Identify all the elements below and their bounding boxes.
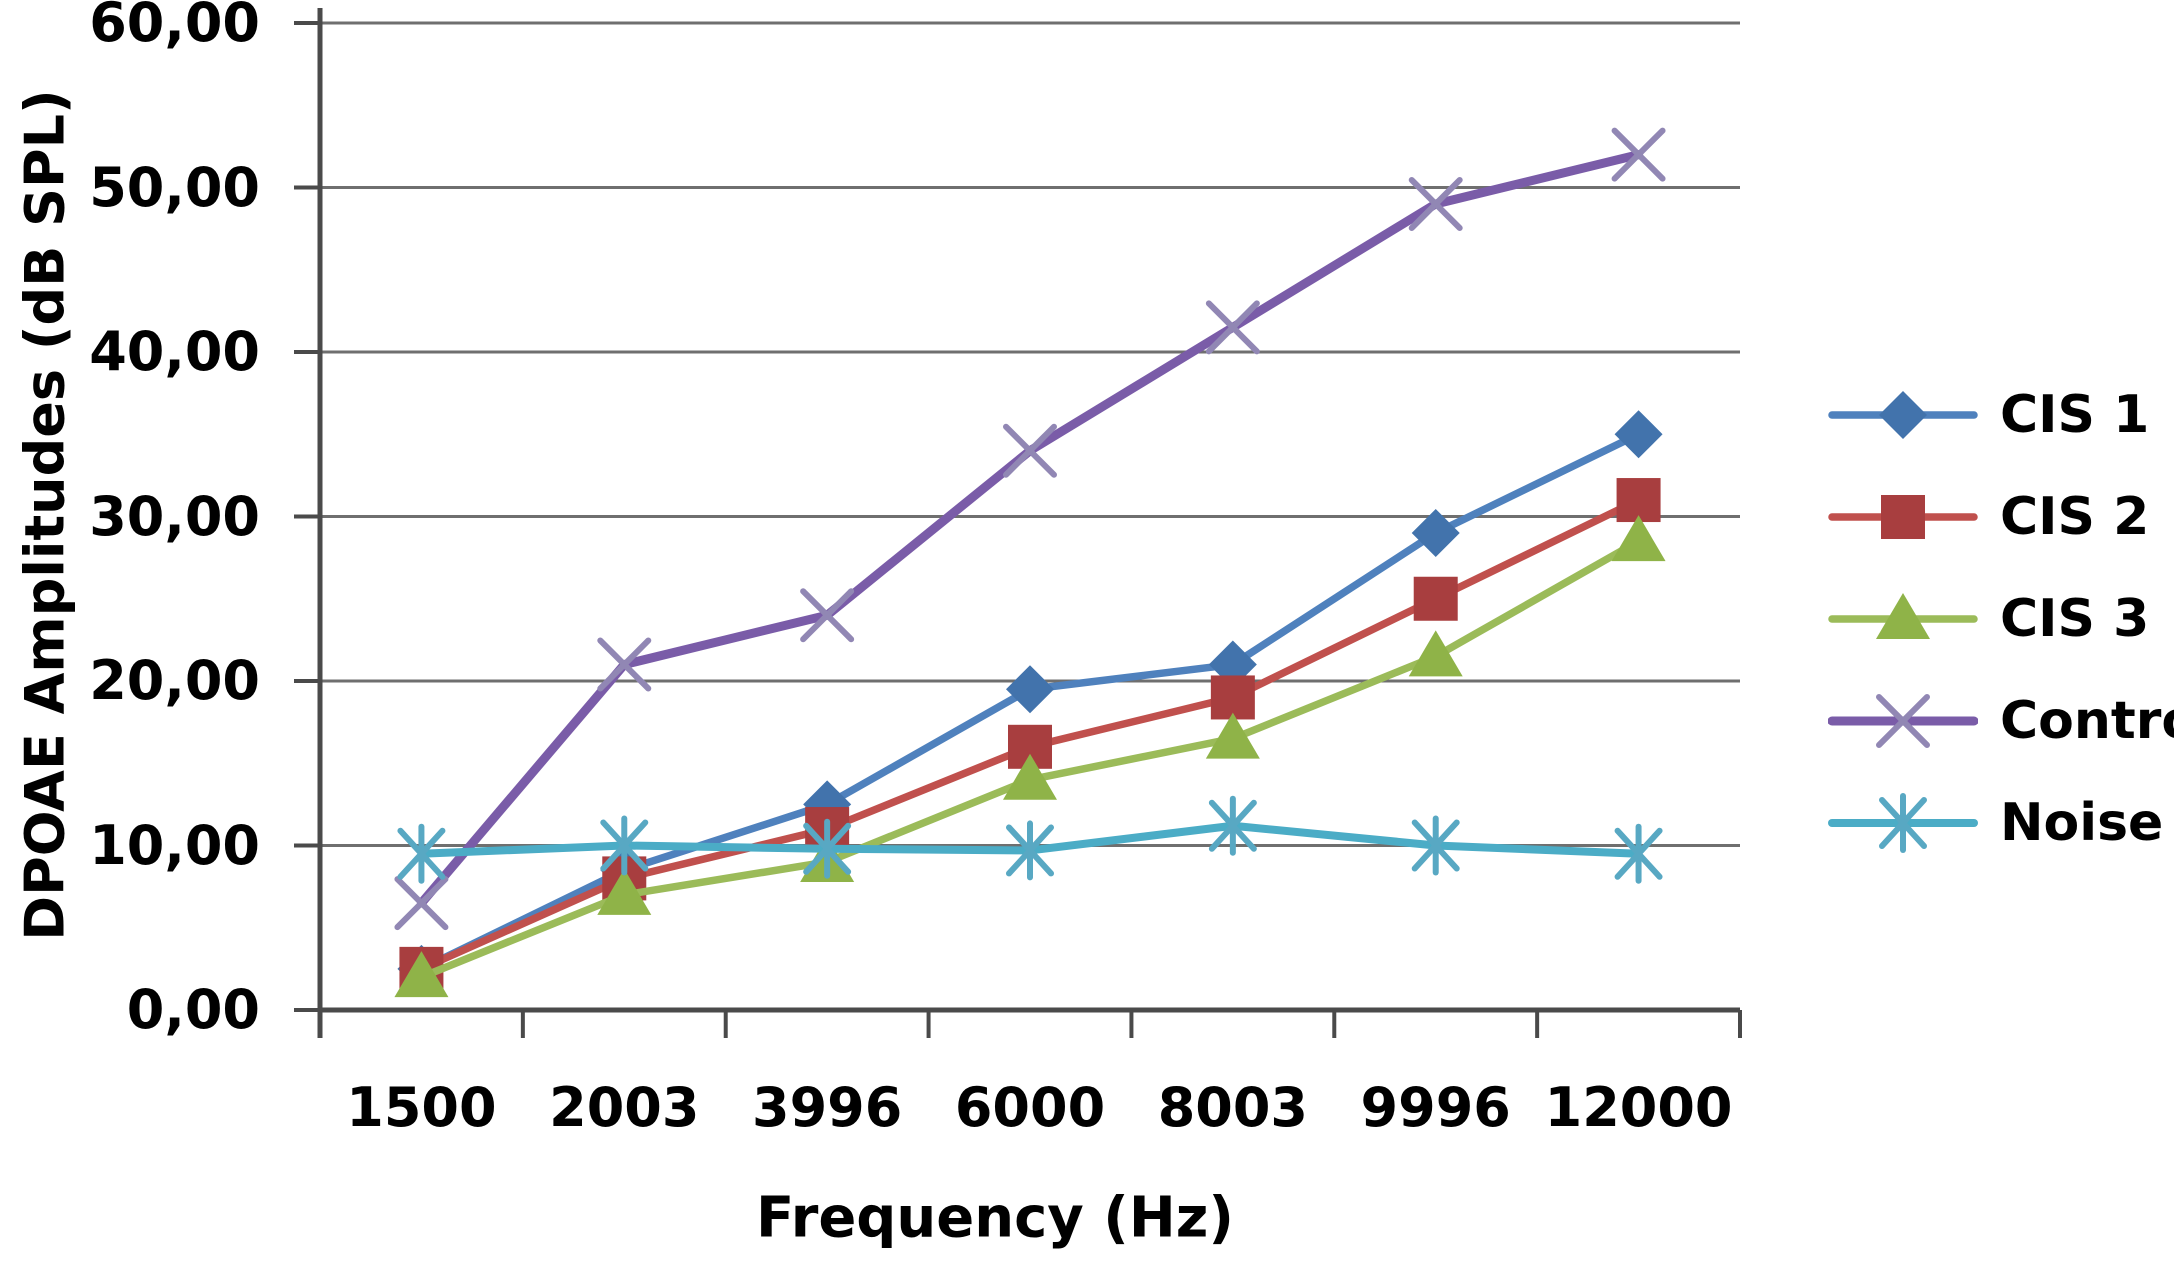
- y-tick-label: 20,00: [89, 649, 260, 712]
- x-marker-icon: [1205, 300, 1260, 355]
- x-tick-label: 6000: [954, 1076, 1106, 1139]
- series-noise: [397, 795, 1663, 884]
- y-tick-label: 60,00: [89, 0, 260, 54]
- x-tick-label: 1500: [346, 1076, 497, 1139]
- x-marker-icon: [1611, 127, 1666, 182]
- square-marker-icon: [1616, 478, 1661, 523]
- legend-label: Control: [2000, 691, 2174, 751]
- x-marker-icon: [800, 588, 855, 643]
- x-marker-icon: [1408, 176, 1463, 231]
- legend-label: CIS 1: [2000, 385, 2150, 445]
- asterisk-marker-icon: [1006, 820, 1054, 881]
- legend-x-swatch-icon: [1828, 694, 1978, 748]
- legend-item-control: Control: [1828, 689, 2174, 753]
- legend-label: CIS 3: [2000, 589, 2150, 649]
- x-tick-label: 3996: [751, 1076, 903, 1139]
- triangle-marker-icon: [1611, 515, 1666, 562]
- triangle-marker-icon: [1876, 593, 1930, 639]
- legend-item-noise: Noise: [1828, 791, 2163, 855]
- x-tick-label: 2003: [549, 1076, 700, 1139]
- triangle-marker-icon: [1408, 630, 1463, 677]
- legend-triangle-swatch-icon: [1828, 593, 1978, 639]
- triangle-marker-icon: [597, 868, 652, 915]
- y-tick-label: 40,00: [89, 320, 260, 383]
- legend-item-cis-3: CIS 3: [1828, 587, 2149, 651]
- square-marker-icon: [1413, 576, 1458, 621]
- series-cis-2: [399, 478, 1661, 991]
- asterisk-marker-icon: [1879, 793, 1927, 853]
- x-marker-icon: [1003, 423, 1057, 478]
- x-tick-label: 12000: [1544, 1076, 1733, 1139]
- legend-item-cis-2: CIS 2: [1828, 485, 2149, 549]
- y-tick-label: 30,00: [89, 484, 260, 548]
- x-axis-title: Frequency (Hz): [756, 1185, 1234, 1251]
- x-tick-label: 9996: [1360, 1076, 1511, 1139]
- triangle-marker-icon: [394, 951, 449, 998]
- x-tick-label: 8003: [1157, 1076, 1308, 1139]
- legend-item-cis-1: CIS 1: [1828, 383, 2149, 447]
- asterisk-marker-icon: [600, 815, 649, 876]
- asterisk-marker-icon: [1614, 823, 1663, 884]
- square-marker-icon: [1881, 495, 1925, 539]
- square-marker-icon: [1210, 675, 1255, 720]
- diamond-marker-icon: [1614, 410, 1663, 459]
- diamond-marker-icon: [1879, 391, 1927, 439]
- legend-asterisk-swatch-icon: [1828, 793, 1978, 853]
- x-marker-icon: [394, 876, 449, 931]
- y-tick-label: 0,00: [126, 978, 260, 1041]
- triangle-marker-icon: [1205, 712, 1260, 759]
- legend-diamond-swatch-icon: [1828, 391, 1978, 439]
- asterisk-marker-icon: [397, 823, 446, 884]
- legend-square-swatch-icon: [1828, 495, 1978, 539]
- asterisk-marker-icon: [1208, 795, 1257, 856]
- x-marker-icon: [1876, 694, 1930, 748]
- legend-label: CIS 2: [2000, 487, 2150, 547]
- asterisk-marker-icon: [803, 818, 852, 879]
- x-marker-icon: [597, 637, 652, 692]
- diamond-marker-icon: [1411, 508, 1460, 557]
- legend: CIS 1 CIS 2 CIS 3 Control Noise: [1828, 350, 2174, 890]
- asterisk-marker-icon: [1411, 815, 1460, 876]
- legend-label: Noise: [2000, 793, 2164, 853]
- triangle-marker-icon: [1003, 753, 1057, 800]
- series-cis-3: [394, 515, 1666, 998]
- series-control: [394, 127, 1666, 931]
- diamond-marker-icon: [1006, 665, 1054, 714]
- y-tick-label: 10,00: [89, 813, 260, 877]
- y-tick-label: 50,00: [89, 155, 260, 219]
